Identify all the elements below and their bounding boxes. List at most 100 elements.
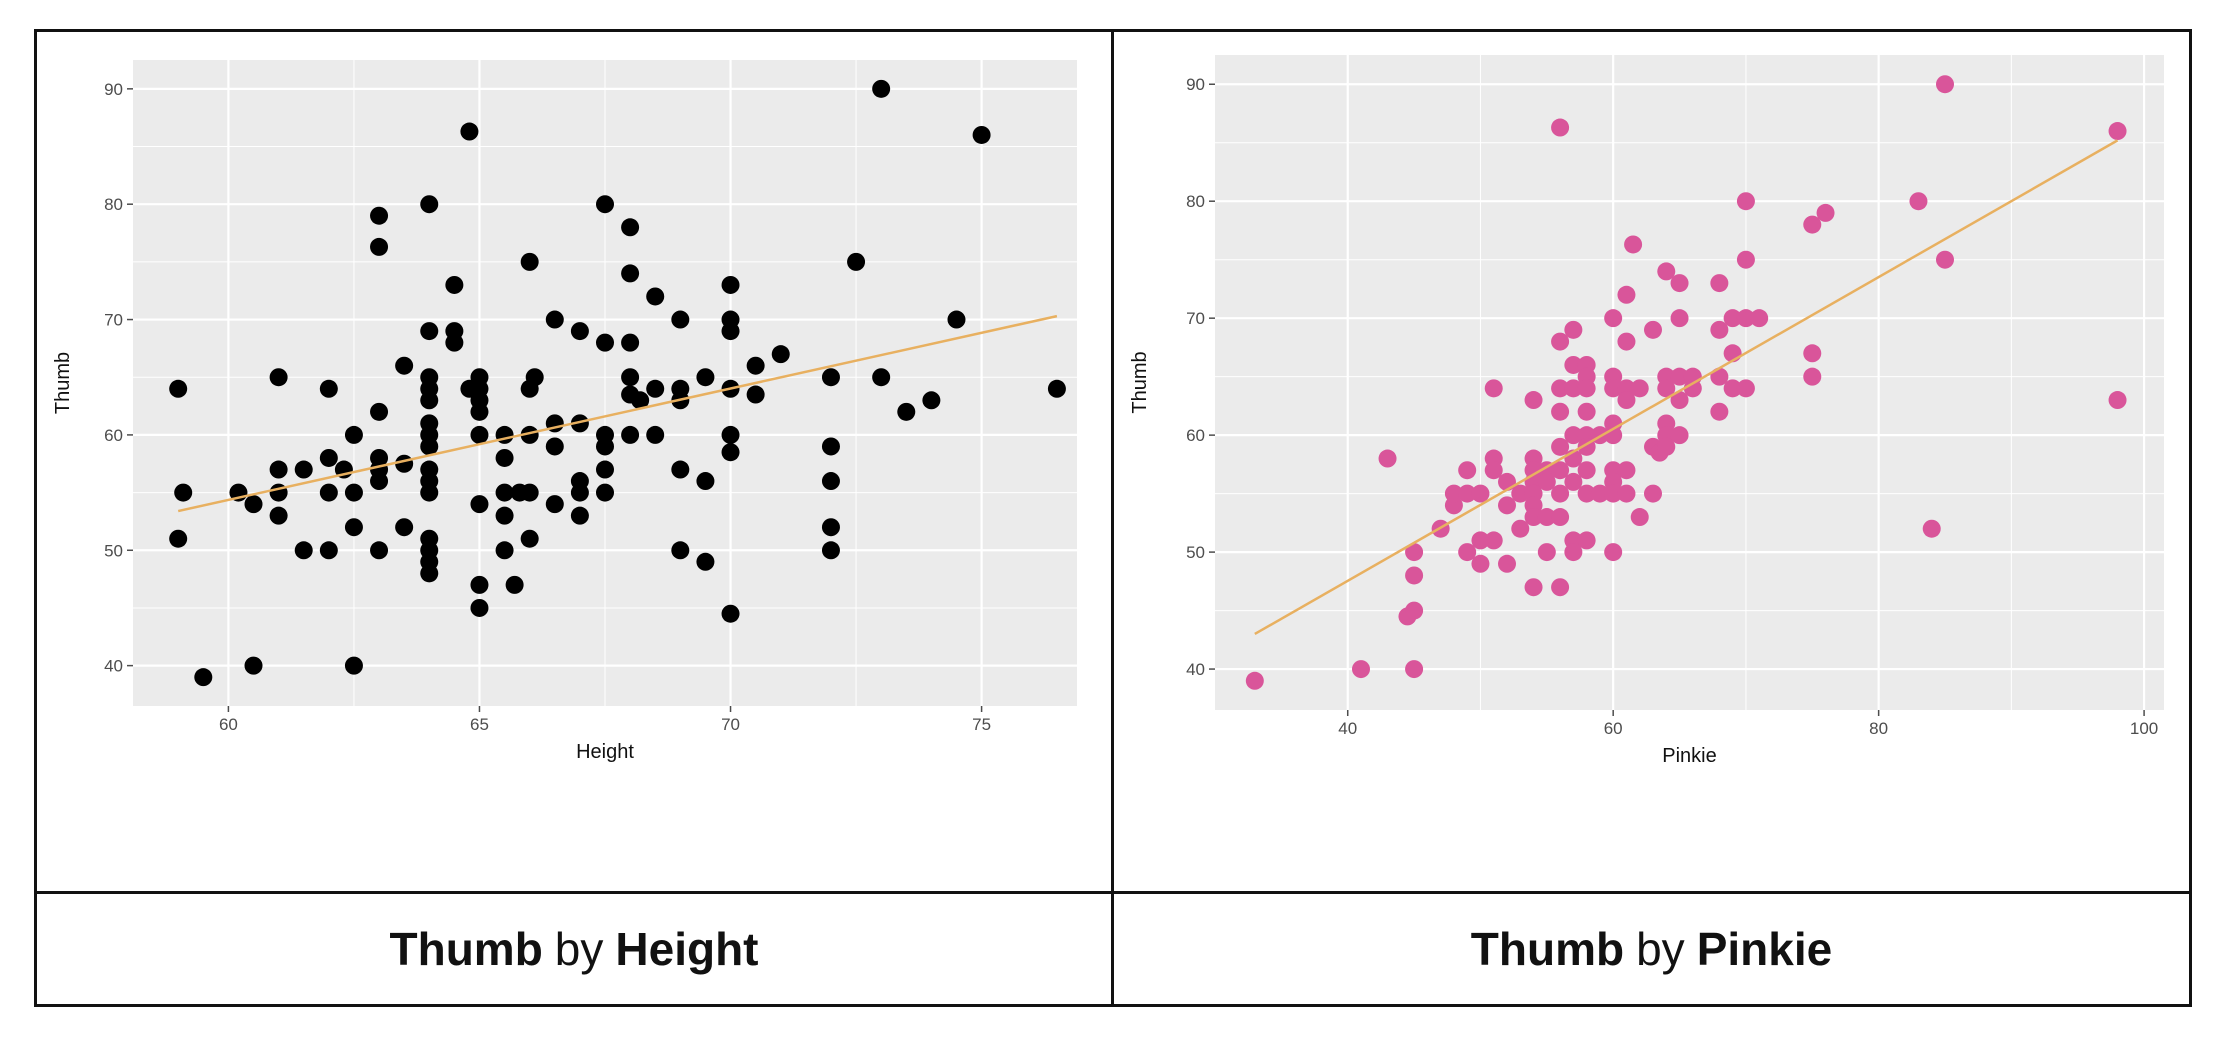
data-point (721, 443, 740, 462)
data-point (1458, 484, 1477, 503)
data-point (520, 252, 539, 271)
data-point (1498, 554, 1516, 573)
data-point (821, 472, 840, 491)
data-point (169, 379, 188, 398)
data-point (344, 518, 363, 537)
y-tick-label: 40 (1186, 660, 1205, 679)
data-point (319, 379, 338, 398)
data-point (1624, 235, 1643, 254)
data-point (721, 322, 740, 341)
data-point (1644, 484, 1662, 503)
data-point (696, 472, 715, 491)
data-point (1484, 379, 1503, 398)
data-point (746, 385, 765, 404)
data-point (525, 368, 544, 387)
data-point (1670, 274, 1689, 293)
data-point (1484, 531, 1503, 550)
data-point (1245, 671, 1264, 690)
data-point (1670, 309, 1689, 328)
data-point (1683, 379, 1702, 398)
data-point (1458, 461, 1477, 480)
data-point (174, 483, 193, 502)
caption-by: by (1636, 923, 1685, 975)
data-point (470, 598, 489, 617)
data-point (445, 333, 464, 352)
data-point (721, 275, 740, 294)
data-point (1736, 379, 1755, 398)
data-point (1537, 543, 1556, 562)
data-point (1564, 379, 1583, 398)
data-point (872, 79, 891, 98)
data-point (1551, 461, 1570, 480)
data-point (545, 495, 564, 514)
data-point (596, 195, 614, 214)
data-point (1524, 508, 1543, 527)
data-point (1458, 543, 1477, 562)
caption-thumb-by-pinkie: Thumb by Pinkie (1114, 894, 2189, 1004)
data-point (922, 391, 941, 410)
y-tick-label: 60 (104, 426, 123, 445)
data-point (1710, 320, 1729, 339)
y-tick-label: 80 (1186, 192, 1205, 211)
data-point (244, 495, 263, 514)
trend-line (1254, 139, 2119, 636)
data-point (947, 310, 966, 329)
caption-var-height: Height (615, 923, 759, 975)
data-point (596, 333, 614, 352)
y-tick-label: 90 (1186, 75, 1205, 94)
data-point (495, 483, 514, 502)
data-point (344, 425, 363, 444)
x-tick-label: 100 (2130, 719, 2158, 738)
data-point (1750, 309, 1769, 328)
caption-divider-horizontal (34, 891, 2192, 894)
data-point (570, 506, 589, 525)
data-point (1710, 274, 1729, 293)
data-point (445, 275, 464, 294)
data-point (1630, 508, 1649, 527)
scatter-plot-thumb-by-pinkie: 40 60 80 100 40 50 60 70 80 90 Pinkie Thumb (1129, 55, 2164, 767)
data-point (1670, 367, 1689, 386)
data-point (420, 391, 439, 410)
x-tick-label: 70 (721, 715, 740, 734)
data-point (1736, 250, 1755, 269)
data-point (520, 425, 539, 444)
data-point (1604, 309, 1623, 328)
data-point (1617, 391, 1636, 410)
data-point (1551, 484, 1570, 503)
data-point (721, 425, 740, 444)
data-point (1405, 566, 1424, 585)
data-point (1511, 519, 1530, 538)
data-point (621, 333, 640, 352)
data-point (570, 322, 589, 341)
data-point (1471, 554, 1490, 573)
data-point (2108, 391, 2127, 410)
data-point (631, 391, 650, 410)
data-point (1723, 379, 1742, 398)
scatter-plot-thumb-by-height: 60 65 70 75 40 50 60 70 80 90 Height Thumb (52, 60, 1077, 763)
data-point (1551, 578, 1570, 597)
data-point (821, 437, 840, 456)
data-point (1577, 379, 1596, 398)
data-point (420, 483, 439, 502)
x-tick-label: 60 (1604, 719, 1623, 738)
data-point (470, 495, 489, 514)
data-point (1577, 484, 1596, 503)
data-point (1577, 402, 1596, 421)
y-axis-label: Thumb (52, 352, 74, 414)
data-point (344, 483, 363, 502)
data-point (570, 414, 589, 433)
data-point (1617, 484, 1636, 503)
data-point (520, 483, 539, 502)
x-tick-label: 80 (1869, 719, 1888, 738)
data-point (1617, 461, 1636, 480)
data-point (395, 454, 414, 473)
y-tick-label: 50 (1186, 543, 1205, 562)
data-point (1498, 496, 1516, 515)
data-point (1551, 437, 1570, 456)
data-point (821, 518, 840, 537)
data-point (545, 310, 564, 329)
data-point (646, 287, 665, 306)
data-point (420, 195, 439, 214)
data-point (319, 483, 338, 502)
data-point (1564, 320, 1583, 339)
